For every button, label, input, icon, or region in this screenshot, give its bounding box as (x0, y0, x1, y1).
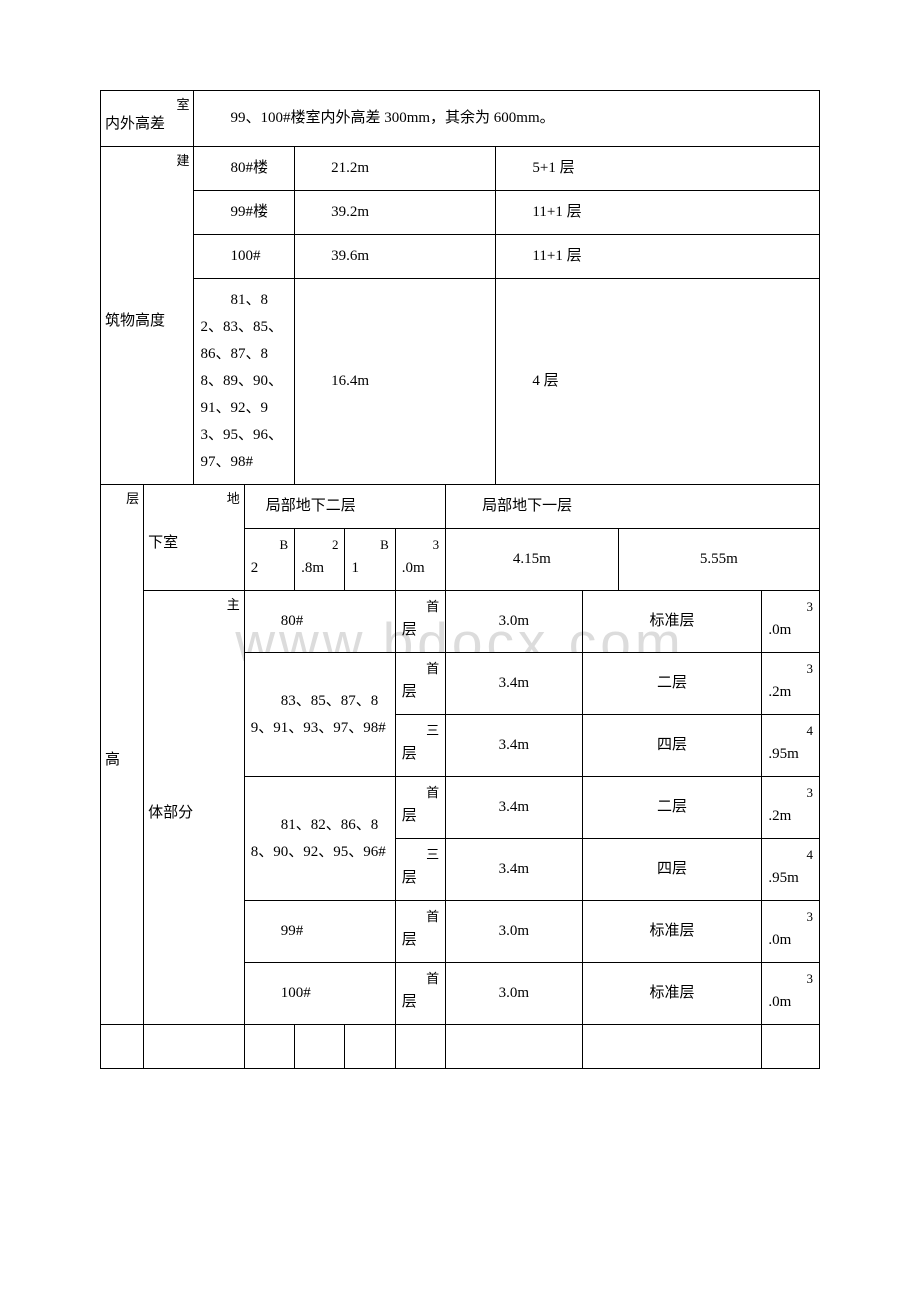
basement-v1: 4.15m (446, 529, 619, 591)
bh-r3-c: 11+1 层 (496, 235, 820, 279)
main-80-c2: 标准层 (582, 591, 762, 653)
b1-val: 3 .0m (395, 529, 445, 591)
main-99-v1: 3.0m (446, 901, 583, 963)
main-99-c1: 首 层 (395, 901, 445, 963)
main-b-l2v: 3.4m (446, 839, 583, 901)
building-height-label: 建 筑物高度 (101, 147, 194, 485)
main-b-l1: 首 层 (395, 777, 445, 839)
main-a-l2v: 3.4m (446, 715, 583, 777)
main-80-c1: 首 层 (395, 591, 445, 653)
main-80-name: 80# (244, 591, 395, 653)
main-a-l1: 首 层 (395, 653, 445, 715)
bh-r2-a: 99#楼 (194, 191, 295, 235)
main-b-l1c: 二层 (582, 777, 762, 839)
main-99-name: 99# (244, 901, 395, 963)
main-a-l1v: 3.4m (446, 653, 583, 715)
main-b-l2: 三 层 (395, 839, 445, 901)
main-b-l2c: 四层 (582, 839, 762, 901)
row-height-diff-label: 室 内外高差 (101, 91, 194, 147)
bh-r1-c: 5+1 层 (496, 147, 820, 191)
bh-r4-b: 16.4m (295, 279, 496, 485)
bh-r4-a: 81、82、83、85、86、87、88、89、90、91、92、93、95、9… (194, 279, 295, 485)
floor-height-label: 层 高 (101, 485, 144, 1025)
bh-r2-b: 39.2m (295, 191, 496, 235)
basement-h1: 局部地下二层 (244, 485, 445, 529)
empty-row (101, 1025, 820, 1069)
main-80-v1: 3.0m (446, 591, 583, 653)
bh-r2-c: 11+1 层 (496, 191, 820, 235)
main-a-l1c: 二层 (582, 653, 762, 715)
bh-r3-a: 100# (194, 235, 295, 279)
main-b-name: 81、82、86、88、90、92、95、96# (244, 777, 395, 901)
main-a-l2d: 4 .95m (762, 715, 820, 777)
basement-v2: 5.55m (618, 529, 819, 591)
main-99-v2: 3 .0m (762, 901, 820, 963)
main-99-c2: 标准层 (582, 901, 762, 963)
row-height-diff-text: 99、100#楼室内外高差 300mm，其余为 600mm。 (194, 91, 820, 147)
main-a-l1d: 3 .2m (762, 653, 820, 715)
b2-label: B 2 (244, 529, 294, 591)
main-b-l2d: 4 .95m (762, 839, 820, 901)
main-100-name: 100# (244, 963, 395, 1025)
main-a-name: 83、85、87、89、91、93、97、98# (244, 653, 395, 777)
b1-label: B 1 (345, 529, 395, 591)
basement-h2: 局部地下一层 (446, 485, 820, 529)
main-100-c1: 首 层 (395, 963, 445, 1025)
basement-label: 地 下室 (144, 485, 245, 591)
spec-table: 室 内外高差 99、100#楼室内外高差 300mm，其余为 600mm。 建 … (100, 90, 820, 1069)
main-100-c2: 标准层 (582, 963, 762, 1025)
main-b-l1v: 3.4m (446, 777, 583, 839)
bh-r3-b: 39.6m (295, 235, 496, 279)
main-a-l2: 三 层 (395, 715, 445, 777)
main-80-v2: 3 .0m (762, 591, 820, 653)
b2-val: 2 .8m (295, 529, 345, 591)
bh-r1-a: 80#楼 (194, 147, 295, 191)
main-100-v1: 3.0m (446, 963, 583, 1025)
bh-r4-c: 4 层 (496, 279, 820, 485)
bh-r1-b: 21.2m (295, 147, 496, 191)
main-a-l2c: 四层 (582, 715, 762, 777)
main-body-label: 主 体部分 (144, 591, 245, 1025)
main-100-v2: 3 .0m (762, 963, 820, 1025)
main-b-l1d: 3 .2m (762, 777, 820, 839)
